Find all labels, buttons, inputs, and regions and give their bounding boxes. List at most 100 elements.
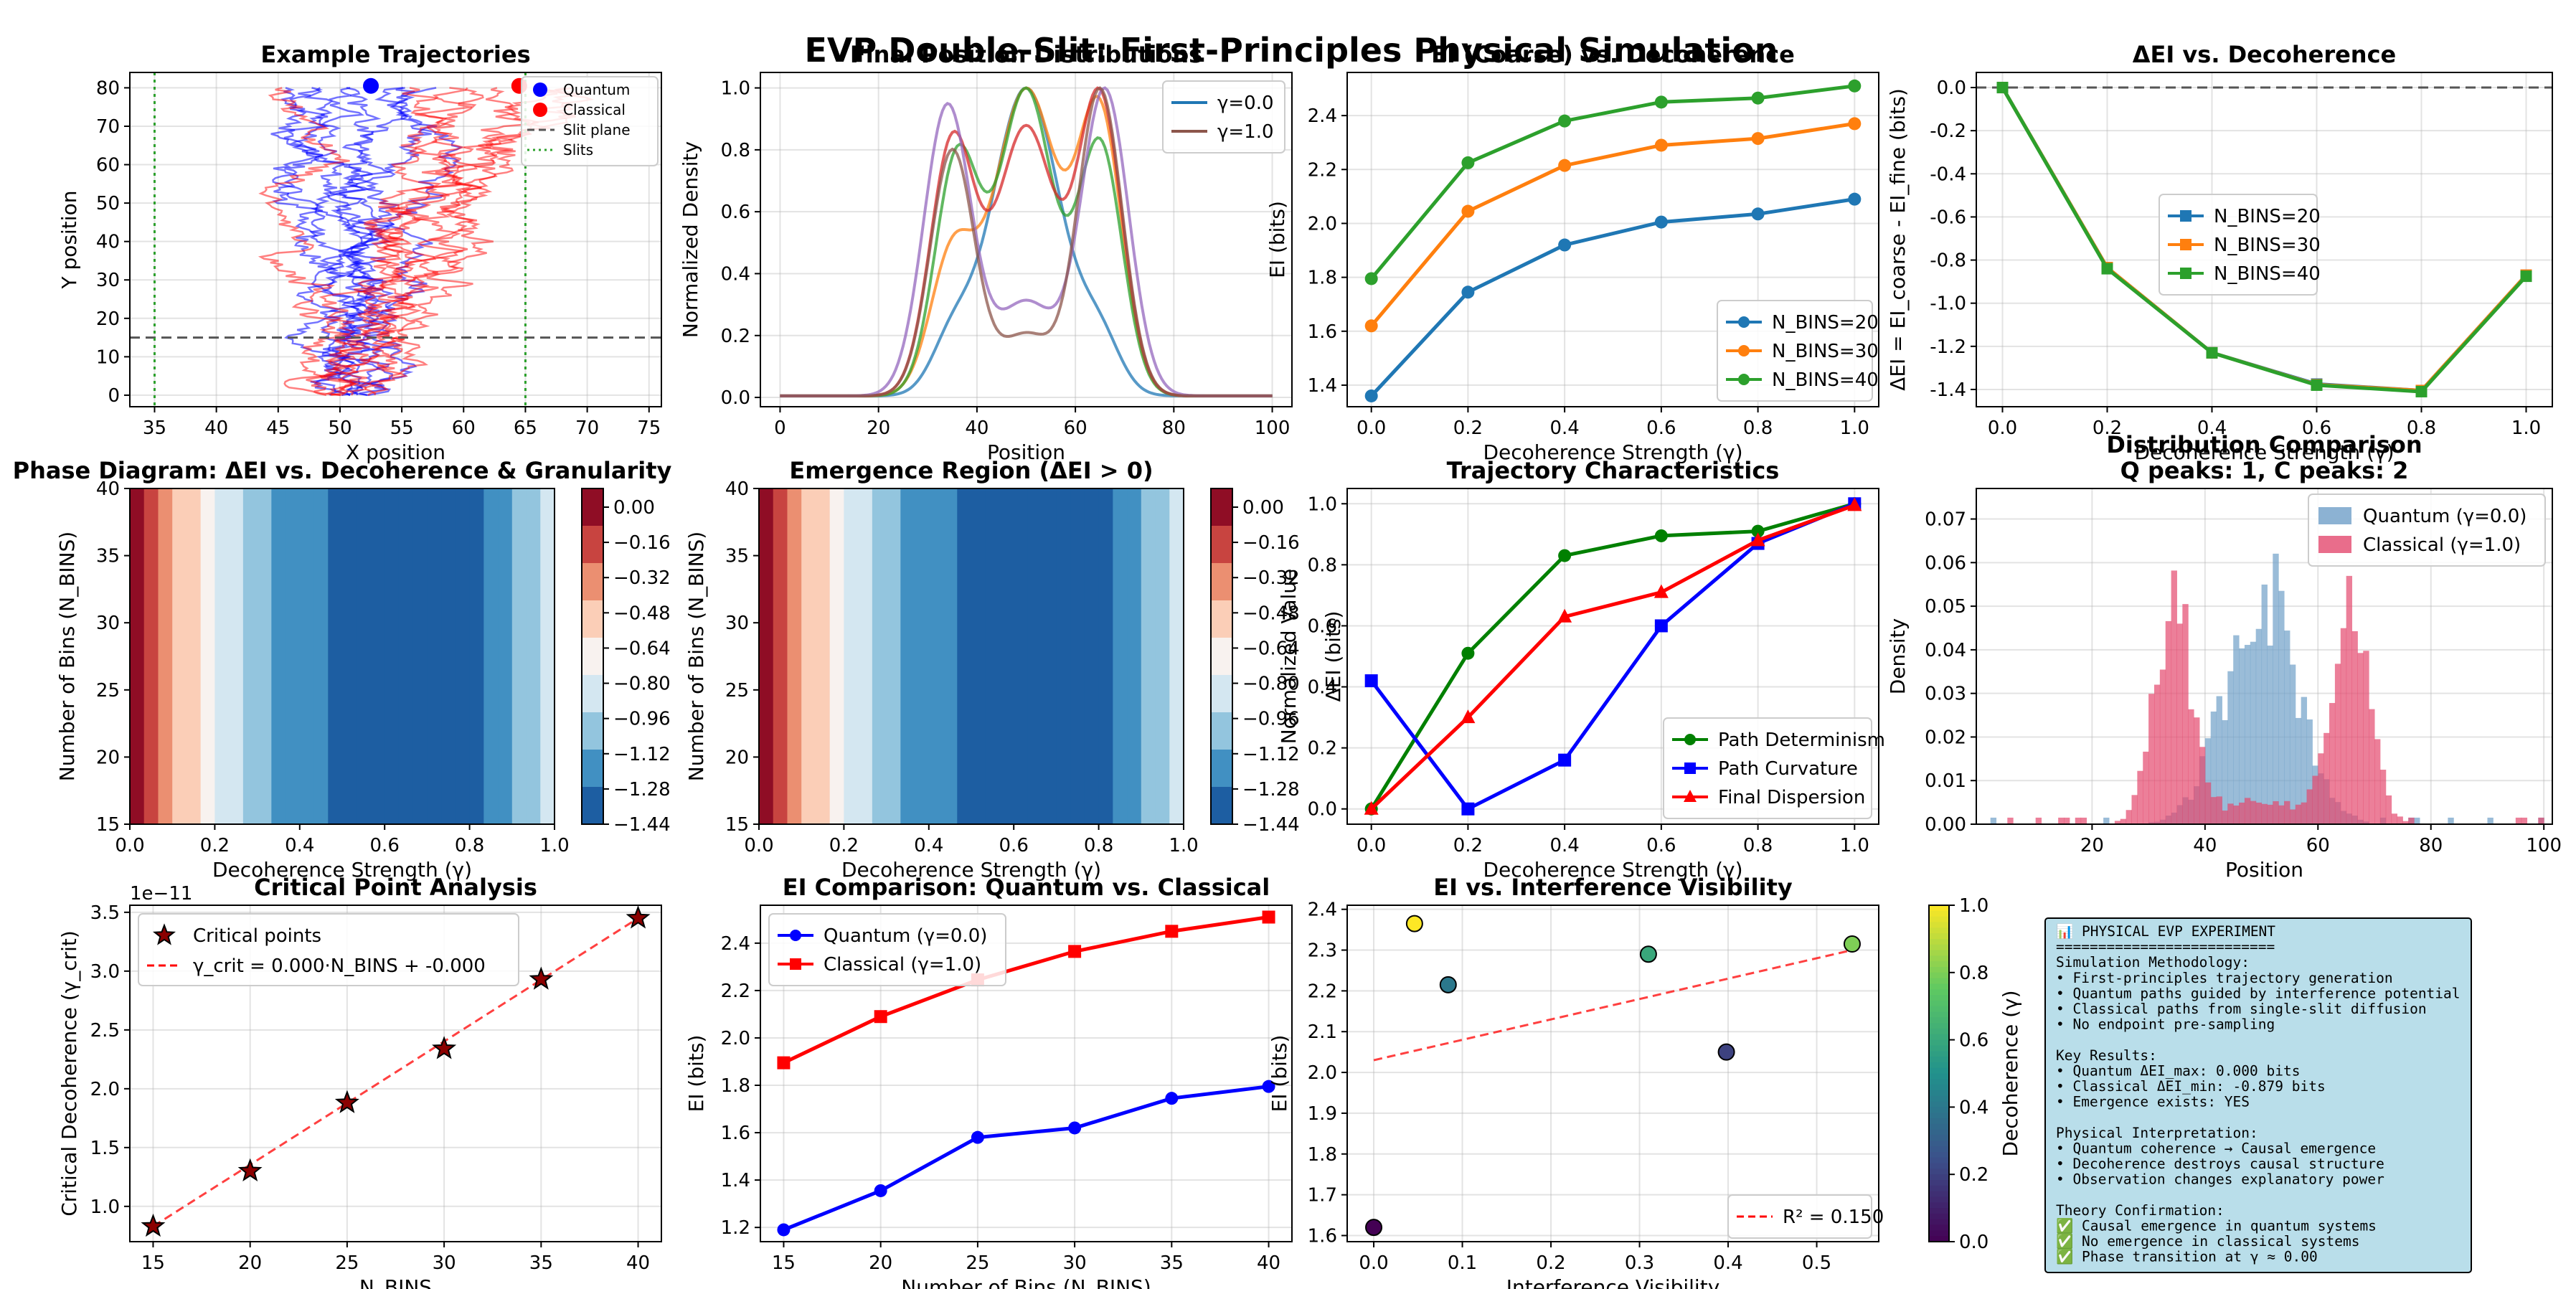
x-tick-label: 0 xyxy=(774,417,786,439)
quantum-endpoint xyxy=(363,77,379,94)
colorbar-segment xyxy=(1929,1157,1949,1164)
data-point xyxy=(1654,529,1668,542)
histogram-bar xyxy=(2222,720,2228,824)
y-tick-label: 1.6 xyxy=(721,1123,750,1144)
legend-patch xyxy=(2318,536,2351,553)
colorbar-segment xyxy=(1929,1051,1949,1057)
y-tick-label: 0.02 xyxy=(1925,727,1966,748)
axes-frame xyxy=(1976,72,2553,407)
colorbar-segment xyxy=(1929,1090,1949,1097)
data-point xyxy=(1364,674,1378,688)
y-tick-label: 0.8 xyxy=(1308,554,1337,576)
heatmap-cell xyxy=(313,488,329,824)
data-point xyxy=(777,1056,791,1070)
y-tick-label: 2.0 xyxy=(1308,1062,1337,1084)
legend-marker xyxy=(790,958,801,970)
x-tick-label: 0.4 xyxy=(914,835,943,856)
y-tick-label: 35 xyxy=(725,546,749,567)
panel-traits: 0.0 0.2 0.4 0.6 0.8 1.0 0.0 0.2 0.4 0.6 0.8 1.0 Deco… xyxy=(1277,457,1885,882)
colorbar-segment xyxy=(1929,1219,1949,1226)
legend-box xyxy=(1717,300,1873,402)
colorbar-segment xyxy=(1929,1000,1949,1007)
legend-label: Quantum (γ=0.0) xyxy=(824,925,987,947)
colorbar-tick-label: −0.80 xyxy=(1242,674,1300,695)
y-tick-label: 0.6 xyxy=(1308,615,1337,637)
histogram-bar xyxy=(2126,810,2132,824)
data-point xyxy=(1847,497,1862,511)
legend-patch xyxy=(2318,507,2351,524)
colorbar-segment xyxy=(582,787,603,825)
colorbar-segment xyxy=(1929,1180,1949,1186)
x-axis-label: Decoherence Strength (γ) xyxy=(1483,858,1742,882)
series-line xyxy=(1369,121,1855,327)
y-tick-label: 35 xyxy=(96,546,120,567)
x-tick-label: 0.8 xyxy=(2407,417,2436,439)
histogram-bar xyxy=(2216,696,2222,824)
colorbar-segment xyxy=(1929,944,1949,951)
histogram-bar xyxy=(2414,817,2420,824)
y-tick-label: 0.0 xyxy=(1308,799,1337,821)
histogram-bar xyxy=(2227,803,2234,824)
panel-hist: 20 40 60 80 100 0.00 0.01 0.02 0.03 0.04 0.05 0.06 0… xyxy=(1886,431,2562,882)
legend-label: Classical (γ=1.0) xyxy=(824,954,981,976)
data-point xyxy=(1557,608,1572,623)
data-point xyxy=(1558,159,1572,172)
y-tick-label: 2.1 xyxy=(1308,1021,1337,1043)
x-tick-label: 0.1 xyxy=(1448,1252,1477,1274)
axes-frame xyxy=(1976,488,2553,825)
heatmap-cell xyxy=(455,488,471,824)
histogram-bar xyxy=(2334,664,2341,824)
y-tick-label: -0.8 xyxy=(1930,250,1966,272)
y-tick-label: 0.03 xyxy=(1925,684,1966,705)
y-tick-label: 50 xyxy=(96,193,120,214)
colorbar-segment xyxy=(1929,1129,1949,1136)
data-point xyxy=(1558,114,1572,128)
colorbar-tick-label: −1.28 xyxy=(613,779,671,801)
colorbar-segment xyxy=(1929,1230,1949,1237)
colorbar-frame xyxy=(581,488,604,825)
x-tick-label: 0.6 xyxy=(2302,417,2331,439)
y-tick-label: 0.0 xyxy=(721,387,750,409)
legend-label: Slit plane xyxy=(563,121,631,138)
heatmap-cell xyxy=(900,488,915,824)
y-tick-label: 0.2 xyxy=(721,326,750,347)
axes-frame xyxy=(1346,488,1879,825)
data-point xyxy=(1364,389,1378,402)
colorbar-segment xyxy=(582,712,603,750)
colorbar-label: Decoherence (γ) xyxy=(1999,990,2022,1156)
colorbar-segment xyxy=(1211,600,1232,638)
histogram-bar xyxy=(2103,817,2110,824)
x-tick-label: 60 xyxy=(452,417,476,439)
x-tick-label: 35 xyxy=(1160,1252,1184,1274)
histogram-bar xyxy=(2295,717,2302,824)
colorbar-segment xyxy=(1211,638,1232,676)
x-tick-label: 80 xyxy=(1162,417,1186,439)
colorbar-segment xyxy=(1929,1146,1949,1153)
x-tick-label: 75 xyxy=(637,417,661,439)
scatter-point xyxy=(1365,1219,1383,1237)
x-axis-label: Decoherence Strength (γ) xyxy=(2134,440,2394,464)
legend-label: Final Dispersion xyxy=(1718,787,1865,808)
data-point xyxy=(1165,1092,1179,1105)
heatmap-cell xyxy=(1042,488,1057,824)
y-tick-label: 0.00 xyxy=(1925,814,1966,836)
y-tick-label: 0.06 xyxy=(1925,552,1966,574)
histogram-bar xyxy=(2448,817,2454,824)
colorbar-segment xyxy=(1929,1067,1949,1075)
histogram-bar xyxy=(2487,817,2494,824)
x-tick-label: 20 xyxy=(867,417,890,439)
y-tick-label: 1.6 xyxy=(1308,1225,1337,1247)
y-tick-label: 1.7 xyxy=(1308,1185,1337,1207)
colorbar-segment xyxy=(1211,787,1232,825)
x-tick-label: 20 xyxy=(2080,835,2104,856)
colorbar-segment xyxy=(1929,961,1949,968)
x-tick-label: 0.0 xyxy=(115,835,144,856)
histogram-bar xyxy=(1990,817,1997,824)
histogram-bar xyxy=(2143,751,2149,824)
trajectory-line xyxy=(299,87,484,397)
y-tick-label: 1.8 xyxy=(721,1075,750,1097)
legend-label: N_BINS=40 xyxy=(1772,369,1879,391)
histogram-bar xyxy=(2323,732,2330,824)
histogram-bar xyxy=(2064,817,2070,824)
axes-frame xyxy=(760,72,1293,407)
